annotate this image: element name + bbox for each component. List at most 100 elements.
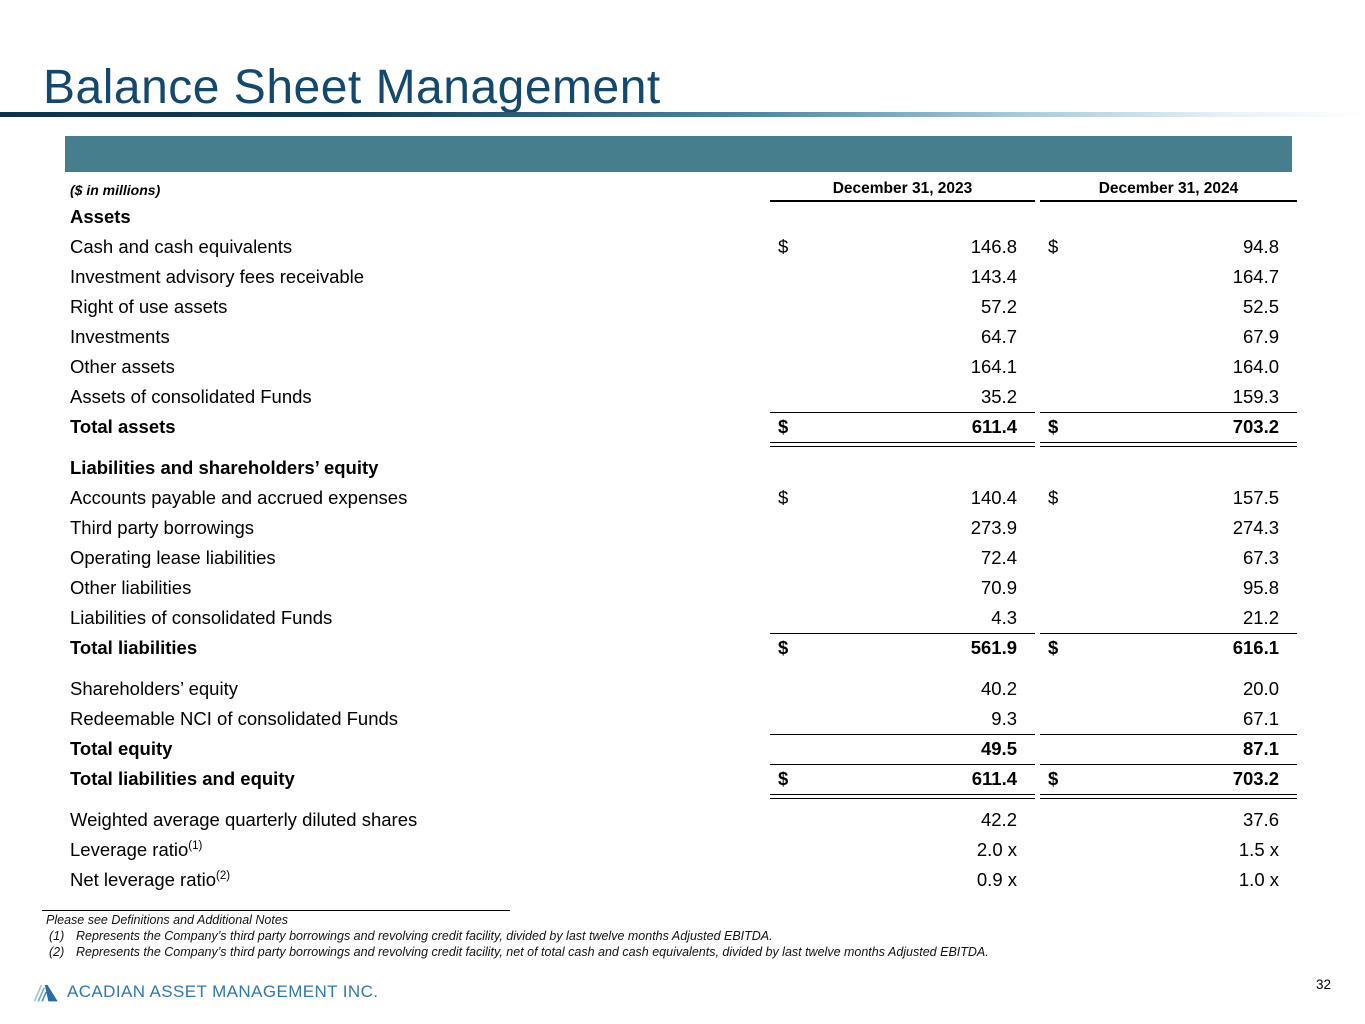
row-value-2023: $611.4 xyxy=(770,764,1035,799)
row-value-2024: 164.0 xyxy=(1040,352,1297,382)
value-text: 157.5 xyxy=(1232,487,1279,508)
row-value-2023: $611.4 xyxy=(770,412,1035,447)
row-label: Weighted average quarterly diluted share… xyxy=(70,809,418,830)
value-text: 49.5 xyxy=(980,738,1017,759)
notes: Please see Definitions and Additional No… xyxy=(46,912,1166,960)
value-text: 67.1 xyxy=(1242,708,1279,729)
table-row: Other liabilities 70.9 95.8 xyxy=(65,573,1292,603)
row-value-2023 xyxy=(770,453,1035,483)
row-value-2023: 40.2 xyxy=(770,674,1035,704)
row-value-2023: 42.2 xyxy=(770,805,1035,835)
row-value-2024: 95.8 xyxy=(1040,573,1297,603)
row-value-2024: $157.5 xyxy=(1040,483,1297,513)
row-label: Other liabilities xyxy=(70,577,192,598)
row-label: Cash and cash equivalents xyxy=(70,236,293,257)
row-value-2024: 164.7 xyxy=(1040,262,1297,292)
page-number: 32 xyxy=(1315,977,1331,992)
row-value-2023: 64.7 xyxy=(770,322,1035,352)
table-row: Liabilities of consolidated Funds 4.3 21.2 xyxy=(65,603,1297,634)
row-value-2023: 9.3 xyxy=(770,704,1035,735)
dollar-sign: $ xyxy=(778,487,789,508)
row-value-2024 xyxy=(1040,453,1297,483)
row-label: Investments xyxy=(70,326,170,347)
page-title: Balance Sheet Management xyxy=(43,61,661,115)
note-text: Represents the Company’s third party bor… xyxy=(76,929,773,943)
note-item: (1) Represents the Company’s third party… xyxy=(46,928,1166,944)
row-value-2023: 57.2 xyxy=(770,292,1035,322)
row-value-2024: 67.3 xyxy=(1040,543,1297,573)
value-text: 70.9 xyxy=(980,577,1017,598)
value-text: 274.3 xyxy=(1232,517,1279,538)
dollar-sign: $ xyxy=(1048,768,1059,789)
row-value-2023: $561.9 xyxy=(770,633,1035,663)
note-number: (2) xyxy=(49,945,65,959)
value-text: 37.6 xyxy=(1242,809,1279,830)
value-text: 1.0 x xyxy=(1238,869,1279,890)
value-text: 140.4 xyxy=(970,487,1017,508)
table-row: Net leverage ratio(2) 0.9 x 1.0 x xyxy=(65,865,1292,895)
table-row: Shareholders’ equity 40.2 20.0 xyxy=(65,674,1292,704)
table-row: Cash and cash equivalents $146.8 $94.8 xyxy=(65,232,1292,262)
row-value-2024: 274.3 xyxy=(1040,513,1297,543)
table-row: Accounts payable and accrued expenses $14… xyxy=(65,483,1292,513)
row-label: Third party borrowings xyxy=(70,517,255,538)
row-value-2023: 143.4 xyxy=(770,262,1035,292)
row-label: Investment advisory fees receivable xyxy=(70,266,365,287)
value-text: 164.0 xyxy=(1232,356,1279,377)
notes-divider xyxy=(42,910,510,911)
row-value-2024: 20.0 xyxy=(1040,674,1297,704)
column-header-2023: December 31, 2023 xyxy=(770,180,1035,202)
table-row: Operating lease liabilities 72.4 67.3 xyxy=(65,543,1292,573)
value-text: 561.9 xyxy=(970,637,1017,658)
table-row: Total liabilities and equity $611.4 $703.2 xyxy=(65,764,1297,799)
row-value-2023: 2.0 x xyxy=(770,835,1035,865)
value-text: 21.2 xyxy=(1242,607,1279,628)
row-value-2024: 159.3 xyxy=(1040,382,1297,413)
value-text: 87.1 xyxy=(1242,738,1279,759)
table-rows: Assets Cash and cash equivalents $146.8 $94… xyxy=(65,202,1297,895)
value-text: 57.2 xyxy=(980,296,1017,317)
table-row: Liabilities and shareholders’ equity xyxy=(65,453,1292,483)
value-text: 0.9 x xyxy=(976,869,1017,890)
value-text: 703.2 xyxy=(1232,768,1279,789)
footer-brand: ACADIAN ASSET MANAGEMENT INC. xyxy=(32,981,378,1003)
value-text: 42.2 xyxy=(980,809,1017,830)
row-value-2024: 67.1 xyxy=(1040,704,1297,735)
value-text: 146.8 xyxy=(970,236,1017,257)
acadian-logo-icon xyxy=(32,981,60,1003)
row-value-2024: $703.2 xyxy=(1040,412,1297,447)
units-label: ($ in millions) xyxy=(70,182,161,198)
table-row: Redeemable NCI of consolidated Funds 9.3 6… xyxy=(65,704,1297,735)
row-value-2023 xyxy=(770,202,1035,232)
column-header-2024: December 31, 2024 xyxy=(1040,180,1297,202)
value-text: 52.5 xyxy=(1242,296,1279,317)
value-text: 611.4 xyxy=(971,416,1017,437)
row-value-2023: 49.5 xyxy=(770,734,1035,765)
dollar-sign: $ xyxy=(1048,637,1059,658)
row-label: Liabilities and shareholders’ equity xyxy=(70,457,379,478)
row-value-2023: 72.4 xyxy=(770,543,1035,573)
row-label: Assets of consolidated Funds xyxy=(70,386,312,407)
row-value-2024: 67.9 xyxy=(1040,322,1297,352)
value-text: 159.3 xyxy=(1232,386,1279,407)
note-number: (1) xyxy=(49,929,65,943)
value-text: 616.1 xyxy=(1232,637,1279,658)
note-item: (2) Represents the Company’s third party… xyxy=(46,944,1166,960)
row-value-2024: 1.0 x xyxy=(1040,865,1297,895)
row-label: Total liabilities xyxy=(70,637,198,658)
value-text: 4.3 xyxy=(991,607,1017,628)
row-value-2024: $703.2 xyxy=(1040,764,1297,799)
value-text: 67.3 xyxy=(1242,547,1279,568)
row-label: Total assets xyxy=(70,416,176,437)
dollar-sign: $ xyxy=(778,637,789,658)
row-label: Shareholders’ equity xyxy=(70,678,238,699)
value-text: 143.4 xyxy=(970,266,1017,287)
dollar-sign: $ xyxy=(778,236,789,257)
balance-sheet-table: ($ in millions) December 31, 2023 Decemb… xyxy=(65,136,1297,895)
row-value-2023: 70.9 xyxy=(770,573,1035,603)
row-label: Other assets xyxy=(70,356,175,377)
table-row: Total equity 49.5 87.1 xyxy=(65,734,1297,765)
row-value-2023: 273.9 xyxy=(770,513,1035,543)
row-label: Right of use assets xyxy=(70,296,228,317)
